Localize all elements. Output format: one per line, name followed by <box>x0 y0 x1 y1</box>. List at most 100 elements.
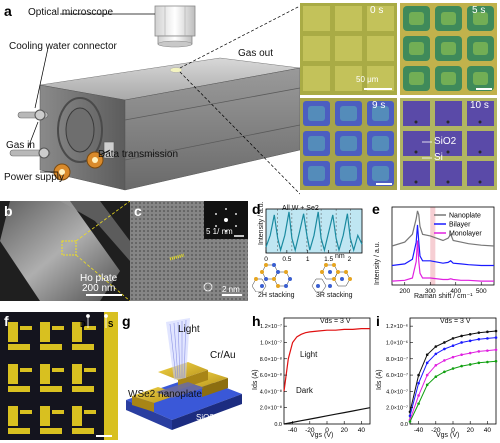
x-tick-label: 1 <box>306 256 310 263</box>
data-point <box>477 331 481 334</box>
series-line-1 <box>409 337 497 416</box>
x-tick-label: 0.5 <box>282 256 291 263</box>
data-point <box>451 337 455 340</box>
data-point <box>460 353 463 356</box>
data-point <box>443 347 446 351</box>
device-schematic <box>126 318 242 430</box>
data-point <box>417 381 420 385</box>
plot-frame <box>265 208 363 254</box>
label-2h-stacking: 2H stacking <box>258 292 295 299</box>
data-point <box>451 344 455 348</box>
panel-label-h: h <box>252 313 261 329</box>
y-tick-label: 1.2×10⁻⁶ <box>386 323 408 330</box>
series-line-3 <box>409 360 497 422</box>
stacking-models <box>252 263 352 292</box>
chart-d-title: All W + Se2 <box>282 205 319 212</box>
y-tick-label: 1.2×10⁻⁷ <box>260 323 282 330</box>
chart-d-ylabel: Intensity / a.u. <box>258 201 265 245</box>
inset-scale: 5 1/ nm <box>206 227 233 236</box>
x-tick-label: -20 <box>305 427 315 434</box>
panel-label-a: a <box>4 3 12 19</box>
y-tick-label: 6.0×10⁻⁸ <box>260 372 282 379</box>
callout-cooling-water: Cooling water connector <box>9 41 117 52</box>
y-tick-label: 6.0×10⁻⁷ <box>386 372 408 379</box>
series-line-dark <box>283 407 371 425</box>
panel-label-g: g <box>122 313 131 329</box>
callout-power-supply: Power supply <box>4 172 65 183</box>
panel-label-i: i <box>376 313 380 329</box>
label-light: Light <box>178 324 200 335</box>
x-tick-label: 1.5 <box>324 256 333 263</box>
tem-image: 5 1/ nm 2 nm <box>130 201 248 301</box>
chart-d-xlabel: nm <box>335 253 345 260</box>
data-point <box>460 364 463 368</box>
chart-i-vds: Vds = 3 V <box>440 318 471 325</box>
x-tick-label: -40 <box>288 427 298 434</box>
panel-label-c: c <box>134 203 142 219</box>
data-point <box>425 373 429 377</box>
data-point <box>425 353 429 356</box>
x-tick-label: 20 <box>341 427 349 434</box>
y-tick-label: 1.0×10⁻⁶ <box>386 339 408 346</box>
y-tick-label: 8.0×10⁻⁷ <box>386 356 408 363</box>
chart-h-light-label: Light <box>300 350 318 359</box>
data-point <box>486 337 489 340</box>
data-point <box>486 360 489 364</box>
data-point <box>443 341 446 344</box>
data-point <box>494 359 498 363</box>
panel-label-f: f <box>4 313 9 329</box>
plot-frame <box>409 317 497 425</box>
label-sio2-si: SiO2/Si <box>196 413 224 422</box>
callout-gas-in: Gas in <box>6 140 35 151</box>
x-tick-label: -40 <box>414 427 424 434</box>
time-label-5s: 5 s <box>472 5 486 16</box>
series-line-2 <box>409 349 497 421</box>
sem-image: Ho plate 200 nm <box>0 201 130 301</box>
y-tick-label: 4.0×10⁻⁸ <box>260 388 282 395</box>
x-tick-label: 40 <box>484 427 492 434</box>
series-line-0 <box>409 330 497 412</box>
callout-data-transmission: Data transmission <box>98 149 179 160</box>
chart-h-vds: Vds = 3 V <box>320 318 351 325</box>
y-tick-label: 0.0 <box>274 422 282 428</box>
raman-chart: 200 300 400 500 Nanoplate Bilayer Monolayer <box>391 206 495 295</box>
legend-label-nanoplate: Nanoplate <box>449 213 481 220</box>
chart-h-dark-label: Dark <box>296 386 313 395</box>
micrograph-5s: 5 s <box>400 3 497 95</box>
legend-label-monolayer: Monolayer <box>449 231 482 238</box>
data-point <box>434 345 438 348</box>
pad-label-s: S <box>108 320 114 329</box>
y-tick-label: 8.0×10⁻⁸ <box>260 356 282 363</box>
data-point <box>494 329 498 333</box>
time-label-10s: 10 s <box>470 100 489 111</box>
x-tick-label: 400 <box>450 288 461 295</box>
data-point <box>477 361 481 365</box>
legend-label-bilayer: Bilayer <box>449 222 471 229</box>
device-array-image: D S <box>0 312 118 440</box>
x-tick-label: 20 <box>467 427 475 434</box>
y-tick-label: 2.0×10⁻⁷ <box>386 405 408 412</box>
x-tick-label: 500 <box>476 288 487 295</box>
plot-frame <box>283 317 371 425</box>
time-label-9s: 9 s <box>372 100 386 111</box>
data-point <box>408 414 412 418</box>
label-wse2-nanoplate: WSe2 nanoplate <box>128 389 202 400</box>
x-tick-label: -20 <box>431 427 441 434</box>
reactor-illustration <box>9 5 300 195</box>
annotation-ho-plate: Ho plate <box>80 273 118 284</box>
micrograph-0s: 0 s 50 μm <box>300 3 397 95</box>
transfer-curve-light-dark: -40 -20 0 20 40 1.2×10⁻⁷ 1.0×10⁻⁷ 8.0×10⁻⁸ 6.0×1… <box>260 317 371 434</box>
highlight-band <box>430 207 436 285</box>
micrograph-9s: 9 s <box>300 98 397 190</box>
line-profile-chart: 0 0.5 1 1.5 2 <box>264 208 363 263</box>
chart-e-ylabel: Intensity / a.u. <box>374 241 381 285</box>
data-point <box>468 333 472 336</box>
series-line-nanoplate <box>391 210 495 247</box>
data-point <box>477 350 481 353</box>
chart-h-ylabel: Ids (A) <box>252 369 259 390</box>
data-point <box>408 420 412 423</box>
data-point <box>417 394 420 397</box>
y-tick-label: 4.0×10⁻⁷ <box>386 388 408 395</box>
label-cr-au: Cr/Au <box>210 350 236 361</box>
data-point <box>443 359 446 362</box>
